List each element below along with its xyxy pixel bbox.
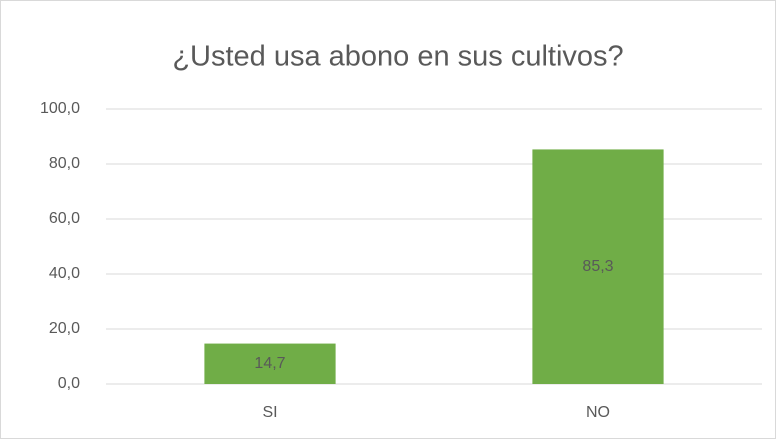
bar: [532, 149, 664, 384]
data-label: 14,7: [254, 355, 285, 372]
y-tick-label: 60,0: [49, 210, 80, 227]
y-tick-label: 80,0: [49, 155, 80, 172]
data-label: 85,3: [582, 258, 613, 275]
chart-title: ¿Usted usa abono en sus cultivos?: [172, 41, 623, 73]
y-tick-label: 40,0: [49, 265, 80, 282]
x-tick-label: NO: [586, 404, 610, 421]
y-tick-label: 20,0: [49, 320, 80, 337]
y-tick-label: 100,0: [40, 100, 80, 117]
y-tick-label: 0,0: [58, 375, 80, 392]
x-tick-label: SI: [262, 404, 277, 421]
bar: [204, 343, 336, 384]
